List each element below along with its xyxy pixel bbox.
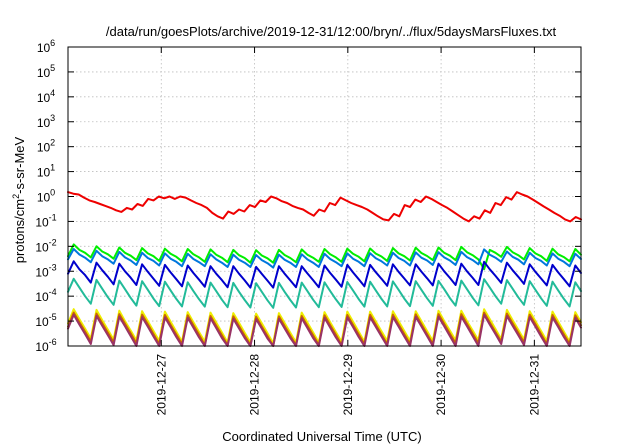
series-line-6 (67, 308, 582, 345)
series-line-2 (67, 243, 582, 271)
series-line-1 (67, 191, 582, 223)
y-tick-label: 101 (37, 163, 55, 180)
y-tick-label: 106 (37, 38, 55, 55)
y-tick-label: 10-6 (35, 337, 56, 354)
y-tick-label: 105 (37, 63, 55, 80)
y-tick-label: 10-4 (35, 287, 56, 304)
ticks: 10-6 10-5 10-4 10-3 10-2 10-1 100 101 102 103 104 1… (35, 38, 581, 415)
y-tick-label: 103 (37, 113, 55, 130)
x-tick-label: 2019-12-30 (434, 354, 448, 416)
y-tick-label: 102 (37, 138, 55, 155)
series-line-5 (67, 277, 582, 309)
y-tick-label: 10-5 (35, 312, 56, 329)
x-tick-label: 2019-12-29 (341, 354, 355, 416)
grid (68, 47, 581, 346)
y-tick-label: 104 (37, 88, 55, 105)
x-tick-label: 2019-12-27 (154, 354, 168, 416)
y-tick-label: 100 (37, 188, 55, 205)
x-tick-label: 2019-12-28 (248, 354, 262, 416)
x-axis-label: Coordinated Universal Time (UTC) (222, 429, 421, 444)
chart-title: /data/run/goesPlots/archive/2019-12-31/1… (106, 24, 557, 39)
x-tick-label: 2019-12-31 (527, 354, 541, 416)
series-group (67, 191, 582, 347)
series-line-7 (67, 311, 582, 347)
y-tick-label: 10-1 (35, 212, 56, 229)
series-line-3 (67, 248, 582, 269)
series-line-8 (67, 313, 582, 347)
y-axis-label-text: protons/cm2-s-sr-MeV (11, 136, 27, 263)
series-line-4 (67, 260, 582, 289)
y-tick-label: 10-2 (35, 237, 56, 254)
y-axis-label: protons/cm2-s-sr-MeV (11, 136, 27, 263)
y-tick-label: 10-3 (35, 262, 56, 279)
